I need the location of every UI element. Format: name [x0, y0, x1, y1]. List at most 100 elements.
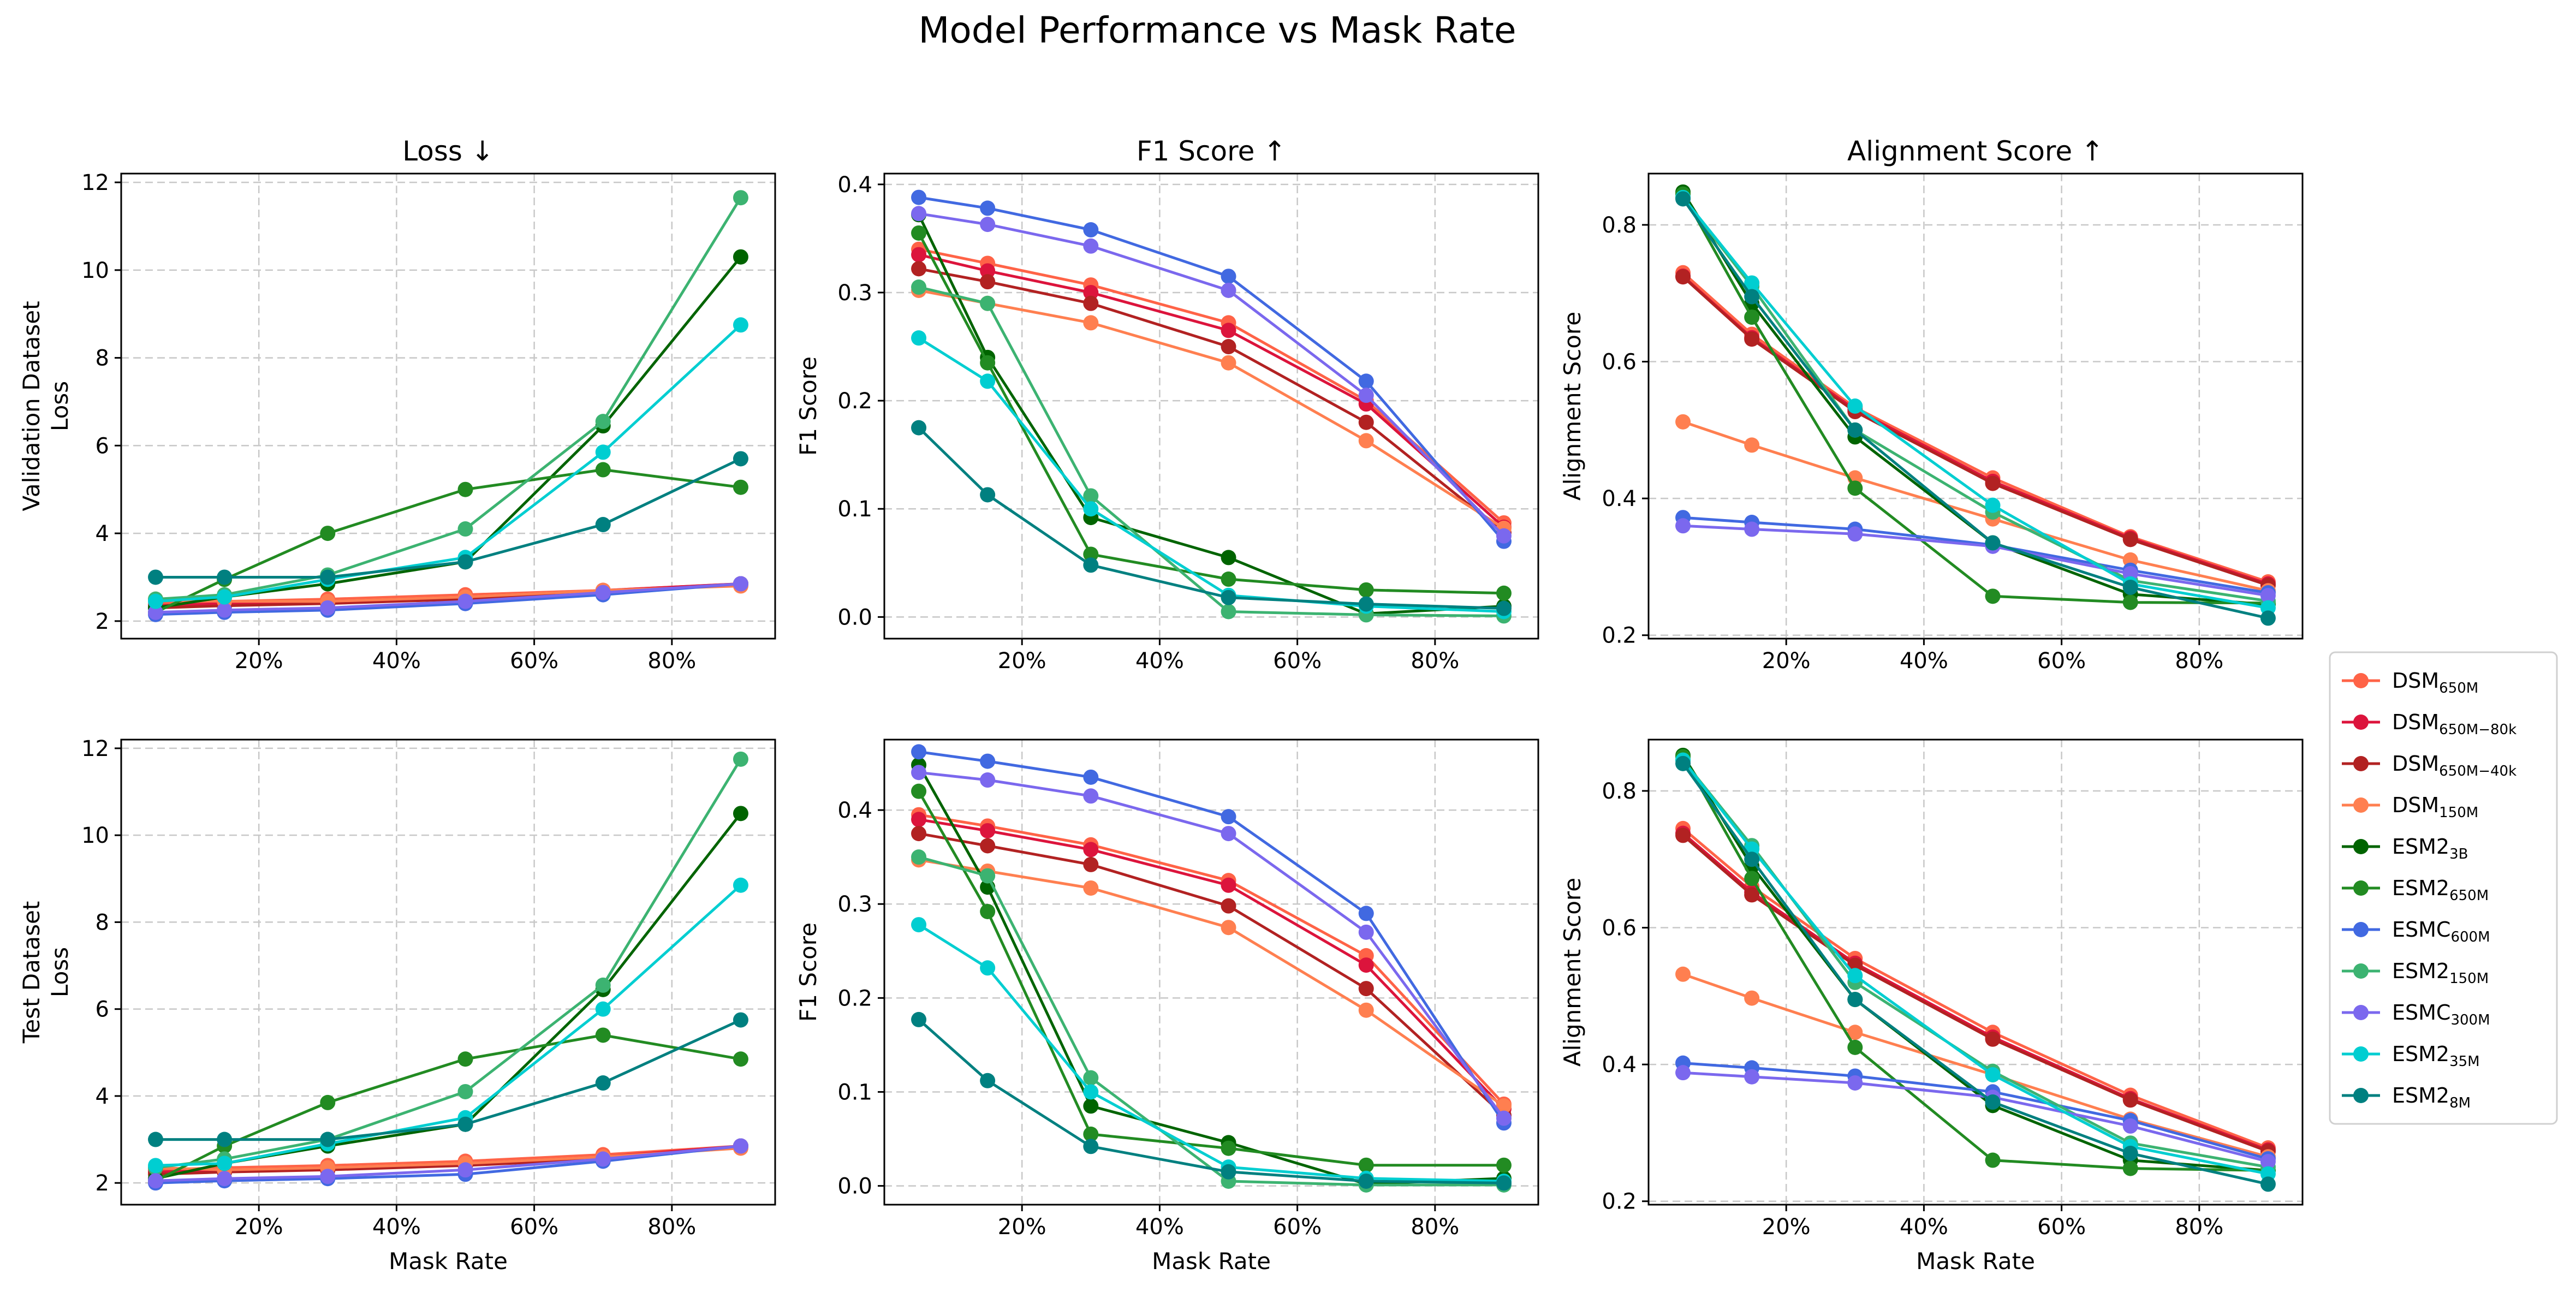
series-line-9 — [918, 923, 1504, 1183]
data-point — [595, 517, 611, 533]
data-point — [1744, 887, 1760, 903]
data-point — [980, 903, 996, 919]
x-tick-label: 40% — [1900, 648, 1948, 674]
data-point — [320, 1132, 336, 1147]
data-point — [733, 1012, 748, 1028]
data-point — [1985, 1067, 2001, 1082]
panel-title: F1 Score ↑ — [1137, 135, 1286, 167]
data-point — [1744, 437, 1760, 453]
x-tick-label: 40% — [372, 1214, 421, 1240]
data-point — [911, 812, 927, 827]
data-point — [1221, 355, 1236, 371]
data-point — [217, 602, 233, 618]
data-point — [1221, 282, 1236, 298]
data-point — [980, 772, 996, 788]
data-point — [733, 479, 748, 495]
y-tick-label: 8 — [96, 910, 109, 935]
y-axis-label: Loss — [46, 947, 73, 997]
plot-frame — [120, 739, 776, 1206]
data-point — [1675, 1065, 1691, 1081]
x-tick-label: 80% — [1411, 1214, 1459, 1240]
series-line-7 — [155, 197, 742, 601]
data-point — [1744, 852, 1760, 867]
data-point — [980, 960, 996, 976]
legend-box — [2329, 651, 2558, 1125]
data-point — [217, 1156, 233, 1171]
y-tick-label: 12 — [81, 736, 109, 761]
legend-item: ESM23B — [2342, 835, 2468, 862]
data-point — [1675, 269, 1691, 285]
data-point — [1847, 1039, 1863, 1055]
data-point — [148, 1132, 164, 1147]
x-tick-label: 80% — [2175, 1214, 2223, 1240]
y-axis-label: Test Dataset — [18, 901, 45, 1044]
y-tick-label: 2 — [96, 1171, 109, 1196]
legend-label: DSM650M — [2392, 669, 2478, 696]
data-point — [1985, 1152, 2001, 1168]
y-tick-label: 2 — [96, 609, 109, 634]
data-point — [1221, 269, 1236, 284]
data-point — [2260, 1176, 2276, 1192]
legend: DSM650M DSM650M−80k DSM650M−40k DSM150M ESM2… — [2329, 651, 2558, 1125]
data-point — [1847, 480, 1863, 496]
data-point — [911, 1011, 927, 1027]
data-point — [733, 1051, 748, 1067]
data-point — [595, 1027, 611, 1043]
x-tick-label: 60% — [1273, 1214, 1322, 1240]
series-line-2 — [918, 267, 1505, 534]
figure-title: Model Performance vs Mask Rate — [918, 9, 1516, 51]
legend-label: ESM23B — [2392, 835, 2468, 862]
data-point — [457, 554, 473, 570]
data-point — [1358, 596, 1374, 612]
y-tick-label: 0.8 — [1602, 779, 1637, 804]
data-point — [457, 481, 473, 497]
data-point — [1358, 924, 1374, 940]
legend-item: DSM650M−40k — [2342, 752, 2516, 779]
data-point — [1221, 550, 1236, 565]
data-point — [911, 261, 927, 277]
plot-frame — [1647, 739, 2304, 1206]
data-point — [1358, 373, 1374, 389]
y-tick-label: 0.3 — [837, 892, 872, 917]
data-point — [911, 189, 927, 205]
data-point — [148, 593, 164, 609]
data-point — [1358, 1173, 1374, 1189]
data-point — [1358, 906, 1374, 921]
x-tick-label: 20% — [1762, 648, 1811, 674]
data-point — [911, 420, 927, 436]
series-line-8 — [918, 212, 1505, 537]
series-line-0 — [918, 248, 1505, 524]
y-tick-label: 6 — [96, 997, 109, 1022]
legend-marker — [2353, 715, 2369, 730]
legend-label: ESM28M — [2392, 1083, 2471, 1111]
data-point — [980, 200, 996, 216]
data-point — [1847, 526, 1863, 542]
series-line-1 — [1682, 832, 2269, 1152]
legend-item: ESMC300M — [2342, 1001, 2490, 1028]
y-tick-label: 4 — [96, 521, 109, 546]
series-line-5 — [917, 790, 1504, 1167]
data-point — [1083, 1070, 1099, 1086]
data-point — [1358, 981, 1374, 997]
series-line-5 — [1681, 193, 2268, 605]
data-point — [1985, 1094, 2001, 1110]
legend-marker — [2353, 1088, 2369, 1103]
series-line-10 — [156, 457, 741, 579]
data-point — [1221, 339, 1236, 355]
series-line-8 — [156, 1145, 741, 1182]
data-point — [733, 806, 748, 821]
data-point — [1985, 475, 2001, 491]
data-point — [911, 744, 927, 760]
legend-label: DSM150M — [2392, 793, 2478, 821]
x-tick-label: 60% — [1273, 648, 1322, 674]
data-point — [457, 521, 473, 537]
plot-frame — [120, 172, 776, 640]
series-line-0 — [918, 813, 1505, 1105]
legend-marker — [2353, 963, 2369, 979]
data-point — [1221, 826, 1236, 842]
legend-marker — [2353, 673, 2369, 688]
data-point — [320, 569, 336, 585]
series-line-9 — [1682, 197, 2269, 610]
data-point — [911, 849, 927, 865]
series-line-2 — [1682, 834, 2269, 1153]
